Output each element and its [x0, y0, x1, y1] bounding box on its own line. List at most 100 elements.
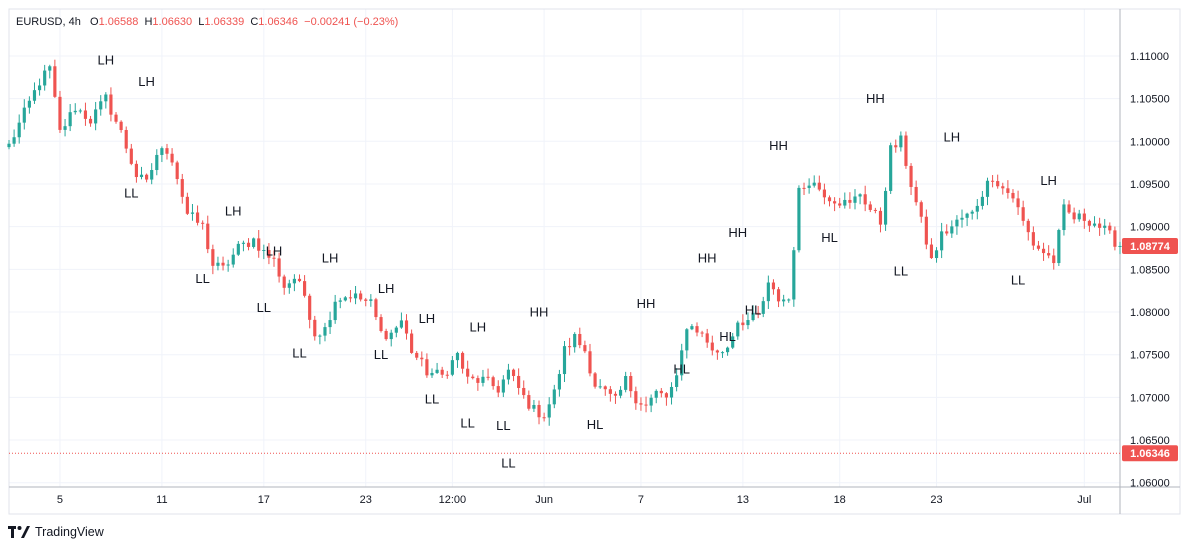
candle[interactable]: [537, 400, 541, 425]
candle[interactable]: [1077, 209, 1081, 222]
candle[interactable]: [833, 197, 837, 212]
candle[interactable]: [221, 256, 225, 271]
candle[interactable]: [618, 386, 623, 399]
candle[interactable]: [583, 340, 587, 354]
candle[interactable]: [241, 240, 246, 252]
candle[interactable]: [353, 285, 358, 305]
candle[interactable]: [1057, 228, 1061, 266]
candle[interactable]: [899, 131, 903, 152]
candle[interactable]: [934, 247, 939, 263]
candle[interactable]: [761, 296, 765, 318]
candle[interactable]: [843, 192, 847, 209]
candle[interactable]: [1026, 218, 1030, 241]
candle[interactable]: [180, 173, 184, 204]
candle[interactable]: [17, 114, 21, 144]
candle[interactable]: [731, 332, 735, 350]
candle[interactable]: [1031, 226, 1035, 250]
candle[interactable]: [12, 129, 16, 147]
candle[interactable]: [374, 297, 378, 321]
candle[interactable]: [471, 374, 475, 380]
candle[interactable]: [58, 90, 62, 133]
candle[interactable]: [1103, 218, 1107, 235]
brand-footer[interactable]: TradingView: [8, 522, 104, 542]
candle[interactable]: [43, 64, 47, 91]
candle[interactable]: [909, 163, 913, 196]
candle[interactable]: [257, 230, 261, 258]
candle[interactable]: [190, 204, 195, 221]
candle[interactable]: [675, 368, 679, 392]
candle[interactable]: [511, 368, 516, 382]
last-close-tag[interactable]: 1.06346: [1122, 445, 1178, 462]
candle[interactable]: [863, 185, 867, 212]
candle[interactable]: [1047, 245, 1051, 259]
candle[interactable]: [680, 343, 684, 381]
candle[interactable]: [22, 99, 26, 130]
candle[interactable]: [776, 286, 781, 308]
candle[interactable]: [858, 193, 862, 205]
candle[interactable]: [557, 369, 561, 397]
candle[interactable]: [501, 375, 505, 398]
candle[interactable]: [1098, 217, 1102, 236]
candle[interactable]: [517, 368, 521, 395]
candle[interactable]: [455, 351, 460, 368]
candle[interactable]: [838, 197, 842, 209]
candle[interactable]: [965, 212, 969, 227]
candle[interactable]: [226, 259, 230, 272]
candle[interactable]: [807, 178, 811, 194]
candle[interactable]: [308, 293, 312, 329]
candle[interactable]: [287, 279, 291, 294]
candle[interactable]: [236, 241, 240, 256]
candle[interactable]: [802, 182, 806, 195]
candle[interactable]: [145, 173, 149, 183]
candle[interactable]: [430, 368, 434, 378]
candle[interactable]: [160, 146, 164, 163]
candle[interactable]: [812, 175, 816, 188]
candle[interactable]: [165, 143, 169, 160]
candle[interactable]: [634, 386, 638, 410]
candle[interactable]: [960, 209, 964, 228]
candle[interactable]: [150, 163, 154, 185]
candle[interactable]: [481, 369, 485, 387]
candle[interactable]: [1036, 240, 1041, 251]
candle[interactable]: [63, 118, 67, 137]
candle[interactable]: [552, 384, 556, 409]
candle[interactable]: [883, 187, 888, 231]
candle[interactable]: [996, 174, 1000, 189]
candle[interactable]: [720, 351, 725, 358]
candle[interactable]: [506, 363, 511, 385]
candle[interactable]: [415, 351, 419, 361]
candle[interactable]: [206, 215, 210, 254]
candle[interactable]: [975, 199, 979, 220]
candle[interactable]: [343, 296, 347, 302]
candle[interactable]: [369, 294, 373, 307]
candle[interactable]: [649, 394, 653, 413]
candle[interactable]: [985, 177, 990, 206]
candle[interactable]: [669, 382, 674, 405]
candle[interactable]: [155, 149, 159, 176]
candle[interactable]: [1001, 182, 1005, 195]
candle[interactable]: [889, 142, 893, 194]
candle[interactable]: [399, 312, 403, 329]
candle[interactable]: [945, 224, 949, 236]
candle[interactable]: [1021, 200, 1025, 226]
candle[interactable]: [608, 386, 612, 402]
candle[interactable]: [27, 96, 31, 114]
candle[interactable]: [980, 190, 984, 210]
candle[interactable]: [532, 399, 536, 413]
candle[interactable]: [282, 274, 286, 295]
candle[interactable]: [817, 175, 821, 192]
candle[interactable]: [715, 349, 719, 360]
candle[interactable]: [929, 238, 934, 259]
candle[interactable]: [629, 372, 633, 398]
candle[interactable]: [211, 244, 215, 275]
candle[interactable]: [476, 375, 480, 391]
candle[interactable]: [491, 375, 495, 390]
candle[interactable]: [303, 275, 307, 298]
candle[interactable]: [547, 397, 551, 426]
candle[interactable]: [32, 82, 37, 104]
candle[interactable]: [827, 195, 832, 207]
candle[interactable]: [425, 353, 429, 378]
candle[interactable]: [664, 392, 669, 406]
candle[interactable]: [736, 320, 740, 340]
